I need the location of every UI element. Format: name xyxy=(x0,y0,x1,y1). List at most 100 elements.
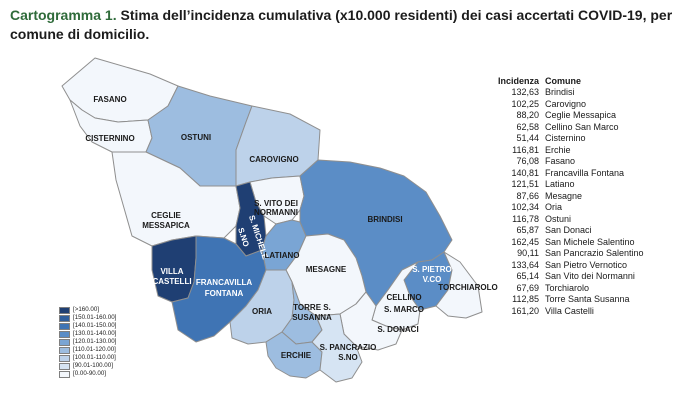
label-erchie: ERCHIE xyxy=(281,351,312,360)
incidence-value: 62,58 xyxy=(516,121,539,132)
incidence-value: 76,08 xyxy=(516,156,539,166)
label-torre-1: TORRE S. xyxy=(293,303,331,312)
incidence-value: 90,11 xyxy=(517,248,539,258)
comune-name: Fasano xyxy=(545,156,576,166)
incidence-value: 65,14 xyxy=(516,271,539,281)
legend-swatch xyxy=(59,370,70,378)
comune-name: San Donaci xyxy=(545,225,592,235)
legend-row: [150.01-160.00] xyxy=(59,314,116,322)
comune-name: Latiano xyxy=(545,179,575,189)
legend-swatch xyxy=(59,330,70,338)
label-spietro-2: V.CO xyxy=(423,275,442,284)
label-mesagne: MESAGNE xyxy=(306,265,347,274)
label-villa-2: CASTELLI xyxy=(152,277,191,286)
comune-name: San Pietro Vernotico xyxy=(545,259,628,270)
legend-label: [120.01-130.00] xyxy=(73,338,117,345)
comune-name: Ostuni xyxy=(545,213,572,224)
comune-name: Brindisi xyxy=(545,87,575,97)
comune-name: Cellino San Marco xyxy=(545,121,619,132)
label-spancrazio-2: S.NO xyxy=(338,353,358,362)
table-row: 51,44 Cisternino xyxy=(495,133,695,145)
legend-label: [110.01-120.00] xyxy=(73,346,116,353)
legend-label: [140.01-150.00] xyxy=(73,322,117,329)
comune-name: Torre Santa Susanna xyxy=(545,294,630,304)
legend-row: [140.01-150.00] xyxy=(59,322,116,330)
comune-name: Mesagne xyxy=(545,190,583,201)
legend-swatch xyxy=(59,322,70,330)
incidence-value: 88,20 xyxy=(516,110,539,120)
label-torchiarolo: TORCHIAROLO xyxy=(438,283,497,292)
comune-name: Cisternino xyxy=(545,133,586,143)
label-fasano: FASANO xyxy=(93,95,126,104)
legend-label: [100.01-110.00] xyxy=(73,354,116,361)
legend-swatch xyxy=(59,362,70,370)
comune-name: Ceglie Messapica xyxy=(545,110,617,120)
incidence-value: 102,25 xyxy=(511,98,539,109)
legend-label: [90.01-100.00] xyxy=(73,362,113,369)
incidence-value: 116,81 xyxy=(512,144,539,155)
label-ceglie-1: CEGLIE xyxy=(151,211,181,220)
table-header: Incidenza Comune xyxy=(495,75,695,87)
table-row: 88,20 Ceglie Messapica xyxy=(495,110,695,122)
label-latiano: LATIANO xyxy=(265,251,300,260)
label-svito-2: NORMANNI xyxy=(254,208,298,217)
legend-row: [100.01-110.00] xyxy=(59,354,116,362)
header-comune: Comune xyxy=(545,76,581,86)
label-spancrazio-1: S. PANCRAZIO xyxy=(320,343,377,352)
incidence-value: 133,64 xyxy=(511,259,539,270)
label-cellino-1: CELLINO xyxy=(386,293,421,302)
legend-row: [0.00-90.00] xyxy=(59,370,116,378)
label-torre-2: SUSANNA xyxy=(292,313,332,322)
label-svito-1: S. VITO DEI xyxy=(254,199,298,208)
label-sdonaci: S. DONACI xyxy=(377,325,418,334)
table-row: 62,58 Cellino San Marco xyxy=(495,122,695,134)
incidence-value: 132,63 xyxy=(511,87,539,97)
label-carovigno: CAROVIGNO xyxy=(249,155,298,164)
table-row: 90,11 San Pancrazio Salentino xyxy=(495,248,695,260)
comune-name: Villa Castelli xyxy=(545,305,594,316)
comune-name: San Pancrazio Salentino xyxy=(545,248,644,258)
legend-swatch xyxy=(59,314,70,322)
table-row: 65,14 San Vito dei Normanni xyxy=(495,271,695,283)
title-label: Cartogramma 1. xyxy=(10,7,117,23)
table-row: 133,64 San Pietro Vernotico xyxy=(495,260,695,272)
table-row: 116,81 Erchie xyxy=(495,145,695,157)
table-row: 121,51 Latiano xyxy=(495,179,695,191)
legend-row: [130.01-140.00] xyxy=(59,330,116,338)
legend-row: [90.01-100.00] xyxy=(59,362,116,370)
table-body: 132,63 Brindisi 102,25 Carovigno 88,20 Ceglie… xyxy=(495,87,695,317)
table-row: 67,69 Torchiarolo xyxy=(495,283,695,295)
incidence-value: 162,45 xyxy=(511,236,539,247)
incidence-value: 116,78 xyxy=(512,213,539,224)
label-cellino-2: S. MARCO xyxy=(384,305,424,314)
legend-label: [150.01-160.00] xyxy=(73,314,117,321)
label-cisternino: CISTERNINO xyxy=(85,134,134,143)
label-brindisi: BRINDISI xyxy=(367,215,402,224)
incidence-value: 121,51 xyxy=(511,179,539,189)
legend-row: [110.01-120.00] xyxy=(59,346,116,354)
label-francavilla-1: FRANCAVILLA xyxy=(196,278,253,287)
table-row: 140,81 Francavilla Fontana xyxy=(495,168,695,180)
header-incidence: Incidenza xyxy=(497,76,539,86)
region-spancrazio[interactable] xyxy=(311,313,363,383)
region-torchiarolo[interactable] xyxy=(435,251,483,319)
title-text: Stima dell’incidenza cumulativa (x10.000… xyxy=(10,7,673,42)
map-legend: [>160.00] [150.01-160.00] [140.01-150.00… xyxy=(59,306,116,378)
incidence-value: 51,44 xyxy=(516,133,539,143)
incidence-table: Incidenza Comune 132,63 Brindisi 102,25 Car… xyxy=(495,75,695,317)
label-ostuni: OSTUNI xyxy=(181,133,211,142)
legend-label: [130.01-140.00] xyxy=(73,330,117,337)
legend-row: [120.01-130.00] xyxy=(59,338,116,346)
label-villa-1: VILLA xyxy=(160,267,183,276)
table-row: 76,08 Fasano xyxy=(495,156,695,168)
table-row: 102,34 Oria xyxy=(495,202,695,214)
label-ceglie-2: MESSAPICA xyxy=(142,221,190,230)
comune-name: Erchie xyxy=(545,144,571,155)
incidence-value: 67,69 xyxy=(516,282,539,293)
table-row: 161,20 Villa Castelli xyxy=(495,306,695,318)
incidence-value: 161,20 xyxy=(511,305,539,316)
table-row: 132,63 Brindisi xyxy=(495,87,695,99)
legend-swatch xyxy=(59,338,70,346)
table-row: 87,66 Mesagne xyxy=(495,191,695,203)
